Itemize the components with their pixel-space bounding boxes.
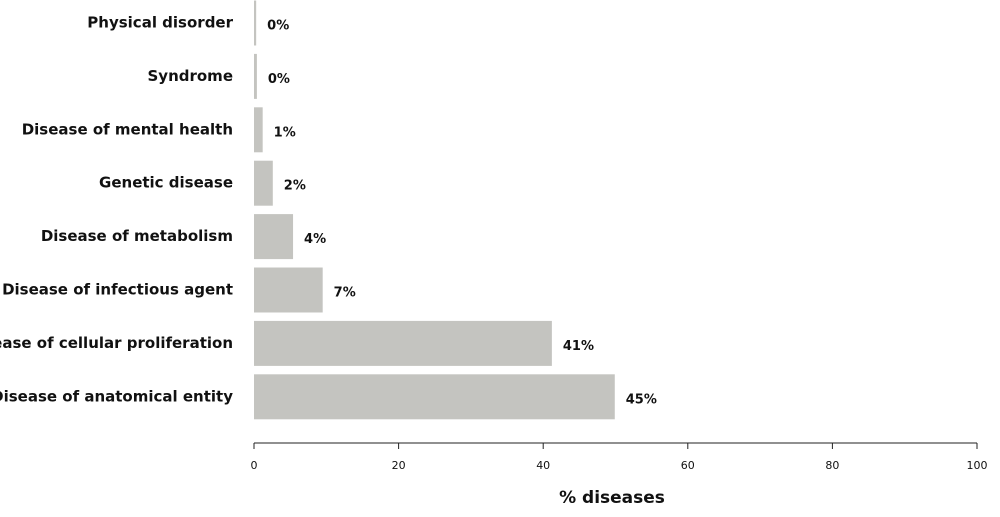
value-label: 45% <box>626 392 657 407</box>
x-tick-label: 0 <box>251 459 258 472</box>
x-tick-label: 60 <box>681 459 695 472</box>
bar <box>254 53 257 99</box>
x-tick-label: 80 <box>825 459 839 472</box>
x-tick-label: 40 <box>536 459 550 472</box>
y-tick-label: Disease of infectious agent <box>2 281 233 299</box>
x-tick-label: 20 <box>392 459 406 472</box>
value-label: 7% <box>334 286 356 301</box>
value-label: 0% <box>268 72 290 87</box>
value-label: 1% <box>274 125 296 140</box>
value-label: 4% <box>304 232 326 247</box>
value-label: 0% <box>267 19 289 34</box>
x-axis-label: % diseases <box>559 488 665 508</box>
bar <box>254 107 263 153</box>
y-tick-label: Disease of metabolism <box>41 227 233 245</box>
value-label: 2% <box>284 179 306 194</box>
y-tick-label: Disease of cellular proliferation <box>0 334 233 352</box>
bar <box>254 160 273 206</box>
bar <box>254 0 257 46</box>
y-tick-label: Genetic disease <box>99 174 233 192</box>
bar <box>254 320 552 366</box>
y-tick-label: Syndrome <box>147 67 233 85</box>
bar <box>254 374 615 420</box>
y-tick-label: Disease of anatomical entity <box>0 387 233 405</box>
y-tick-label: Disease of mental health <box>22 120 233 138</box>
value-label: 41% <box>563 339 594 354</box>
x-tick-label: 100 <box>967 459 988 472</box>
y-tick-label: Physical disorder <box>87 14 233 32</box>
bar <box>254 214 294 260</box>
bar <box>254 267 323 313</box>
